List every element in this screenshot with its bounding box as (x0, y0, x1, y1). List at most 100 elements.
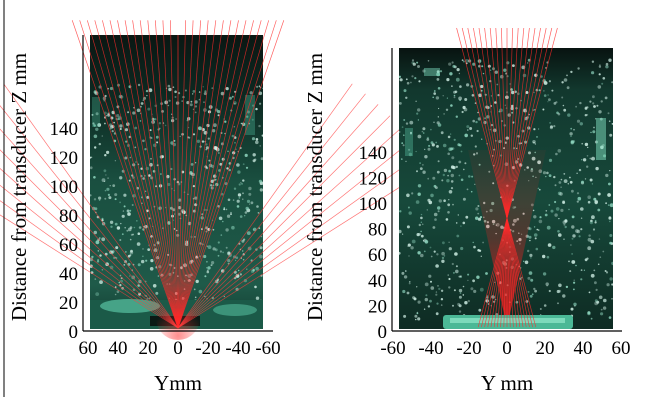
bubble (566, 74, 568, 77)
bubble (592, 130, 596, 134)
bubble (420, 234, 424, 238)
bubble (198, 91, 201, 93)
bubble (511, 90, 515, 95)
bubble (427, 177, 430, 180)
bubble (422, 69, 426, 73)
bubble (457, 302, 461, 306)
y-tick-label: 20 (368, 296, 387, 317)
bubble (427, 147, 431, 151)
bubble (412, 62, 416, 66)
bubble (480, 255, 482, 257)
bubble (584, 258, 588, 262)
bubble (410, 246, 414, 250)
y-tick-label: 60 (59, 235, 78, 256)
bubble (440, 304, 443, 306)
bubble (426, 209, 428, 211)
bubble (448, 62, 452, 66)
bubble (221, 192, 224, 196)
bubble (222, 220, 224, 223)
bubble (591, 60, 595, 63)
bubble (564, 219, 568, 223)
bubble (605, 202, 607, 205)
bubble (150, 259, 154, 263)
bubble (472, 279, 475, 283)
bubble (458, 288, 463, 293)
bubble (240, 122, 242, 124)
bubble (546, 225, 551, 230)
bubble (90, 257, 93, 262)
bubble (591, 71, 595, 75)
bubble (552, 245, 556, 250)
beam-ray (500, 27, 519, 328)
bubble (101, 269, 104, 271)
bubble (227, 150, 229, 153)
bubble (421, 223, 424, 226)
bubble (587, 146, 589, 149)
beam-ray (484, 27, 547, 328)
bubble (438, 107, 440, 110)
bubble (492, 128, 497, 133)
bubble (430, 280, 432, 283)
y-tick-label: 140 (359, 143, 388, 164)
bubble (539, 308, 542, 310)
bubble (571, 225, 575, 229)
beam-ray (177, 153, 423, 329)
bubble (399, 102, 402, 105)
bubble (572, 234, 576, 238)
bubble (173, 228, 176, 230)
bubble (204, 275, 207, 278)
left-x-axis-label: Ymm (154, 371, 202, 395)
bubble (453, 289, 456, 292)
bubble (192, 185, 195, 188)
bubble (211, 129, 216, 133)
bubble (490, 123, 494, 127)
bubble (252, 269, 255, 272)
bubble (604, 270, 607, 272)
bubble (150, 137, 153, 139)
bubble (167, 182, 171, 187)
bubble (157, 275, 160, 277)
bubble (242, 198, 244, 200)
bubble (573, 288, 575, 291)
bubble (542, 272, 547, 276)
right-y-axis-label: Distance from transducer Z mm (303, 53, 327, 321)
bubble (547, 94, 549, 96)
bubble (171, 113, 173, 115)
bubble (601, 82, 604, 85)
left-beam-rays (0, 20, 432, 329)
right-beam-rays (456, 27, 558, 328)
bubble (248, 186, 252, 191)
bubble (104, 189, 107, 192)
bubble (583, 269, 586, 271)
bubble (527, 276, 531, 280)
beam-ray (177, 20, 202, 329)
bubble (129, 226, 133, 229)
bubble (458, 72, 461, 75)
bubble (451, 85, 453, 87)
bubble (477, 205, 480, 207)
bubble (586, 165, 589, 168)
bubble (464, 98, 468, 101)
bubble (217, 205, 220, 208)
bubble (405, 270, 407, 272)
bubble (505, 73, 507, 75)
beam-ray (0, 200, 179, 329)
bubble (524, 260, 529, 265)
bubble (608, 120, 611, 122)
beam-ray (102, 20, 179, 329)
beam-ray (170, 20, 179, 329)
bubble (221, 269, 225, 273)
bubble (431, 143, 435, 147)
bubble (114, 160, 117, 162)
bubble (539, 216, 542, 219)
bubble (249, 203, 251, 205)
bubble (566, 86, 570, 90)
bubble (402, 144, 405, 147)
beam-ray (461, 27, 533, 328)
bubble (435, 291, 438, 293)
bubble (399, 75, 401, 78)
bubble (539, 188, 541, 191)
bubble (536, 136, 538, 138)
bubble (235, 148, 237, 150)
beam-ray (177, 20, 270, 329)
